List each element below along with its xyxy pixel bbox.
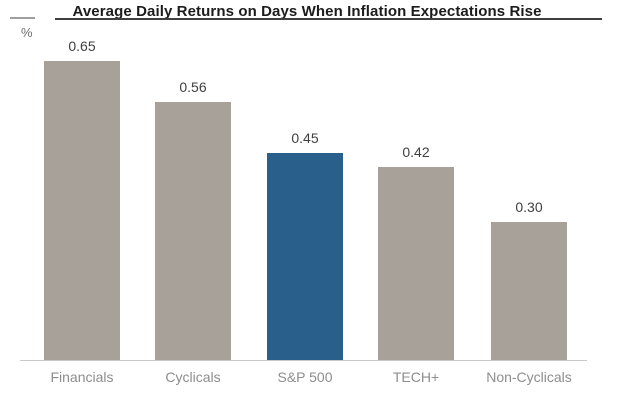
category-label-non-cyclicals: Non-Cyclicals xyxy=(486,369,572,385)
bar-value-label-financials: 0.65 xyxy=(68,38,96,54)
category-label-cyclicals: Cyclicals xyxy=(165,369,221,385)
top-left-rule xyxy=(10,17,35,19)
bar-value-label-tech: 0.42 xyxy=(402,144,430,160)
bar-tech xyxy=(378,167,454,360)
bar-value-label-s-p-500: 0.45 xyxy=(291,130,319,146)
category-label-s-p-500: S&P 500 xyxy=(277,369,333,385)
bar-column-non-cyclicals: 0.30 xyxy=(491,199,567,360)
bar-value-label-cyclicals: 0.56 xyxy=(179,79,207,95)
title-underline xyxy=(55,18,602,20)
category-label-tech: TECH+ xyxy=(392,369,440,385)
bar-cyclicals xyxy=(155,102,231,360)
bar-value-label-non-cyclicals: 0.30 xyxy=(515,199,543,215)
bar-column-cyclicals: 0.56 xyxy=(155,79,231,360)
bar-non-cyclicals xyxy=(491,222,567,360)
bar-s-p-500 xyxy=(267,153,343,360)
category-label-financials: Financials xyxy=(50,369,114,385)
x-axis-line xyxy=(20,360,587,361)
bar-column-s-p-500: 0.45 xyxy=(267,130,343,360)
bar-financials xyxy=(44,61,120,360)
bar-column-financials: 0.65 xyxy=(44,38,120,360)
bar-column-tech: 0.42 xyxy=(378,144,454,360)
chart-title: Average Daily Returns on Days When Infla… xyxy=(72,3,542,20)
y-axis-unit-label: % xyxy=(21,25,33,40)
